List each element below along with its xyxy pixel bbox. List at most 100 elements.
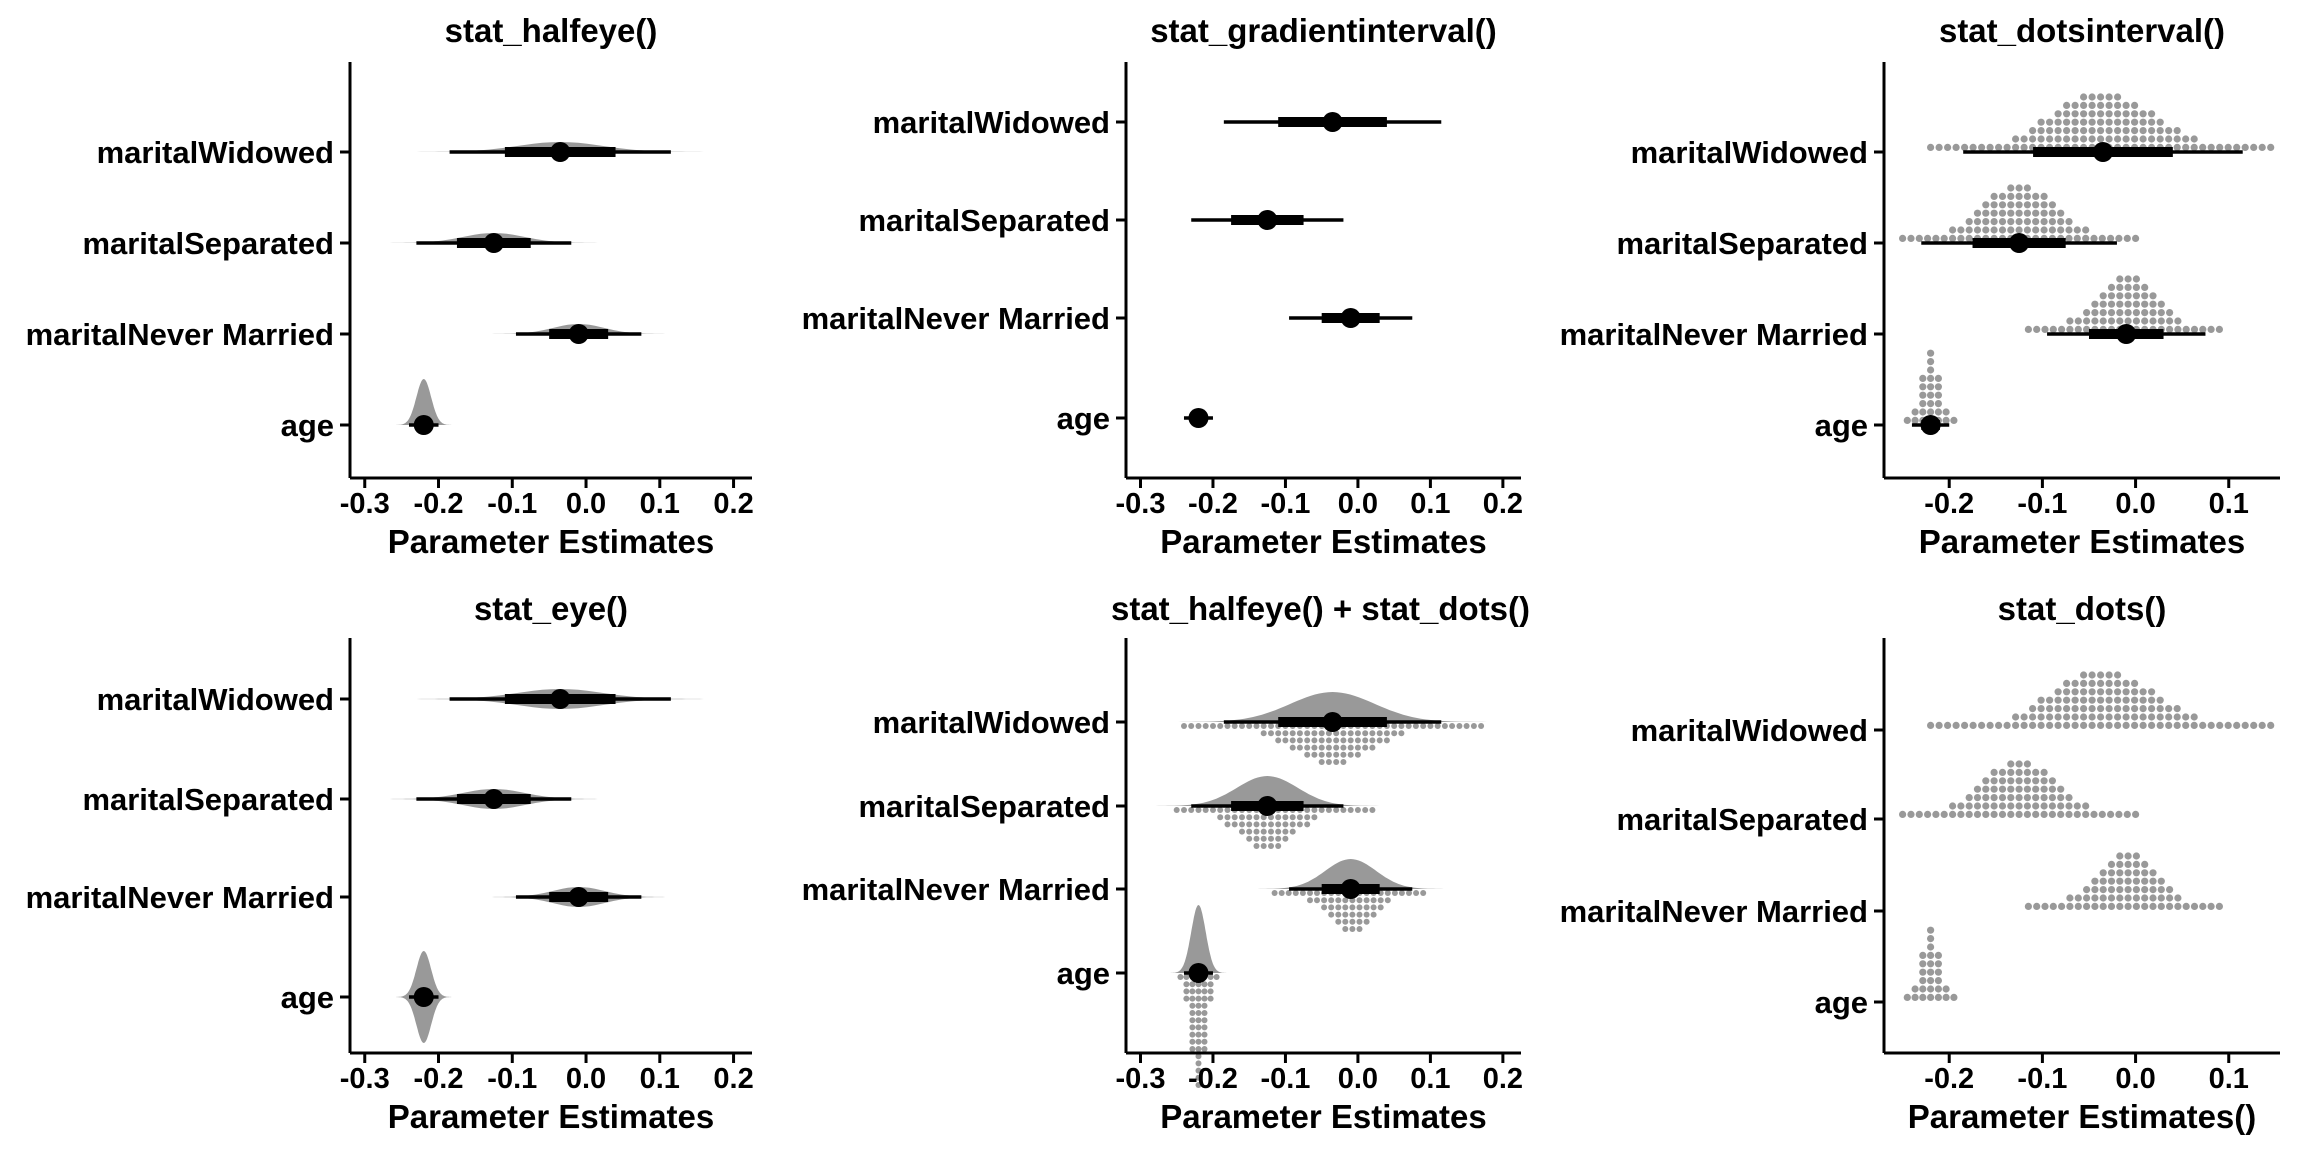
dot [2048, 226, 2056, 234]
dot [2207, 902, 2215, 911]
dots-maritalnever-married [2024, 275, 2223, 333]
dot [2040, 810, 2048, 819]
dot [2190, 143, 2198, 151]
dot [1398, 730, 1405, 737]
dot [2124, 877, 2132, 885]
dot [1347, 751, 1354, 758]
plot-area [1899, 671, 2275, 1002]
dot [1927, 383, 1935, 391]
dot [2165, 127, 2173, 135]
dot [2023, 810, 2031, 819]
dot [1292, 890, 1299, 896]
dot [1321, 904, 1328, 911]
dot [2012, 135, 2020, 143]
dot [2139, 688, 2147, 696]
dot [1318, 759, 1325, 765]
dot [1957, 802, 1965, 810]
dot [1982, 810, 1990, 819]
dot [1919, 383, 1927, 391]
dot [1253, 835, 1260, 842]
dot [1982, 218, 1990, 226]
dot [1927, 721, 1935, 730]
dot [1412, 723, 1419, 729]
dot [2040, 802, 2048, 810]
dot [1275, 737, 1282, 744]
dot [1998, 192, 2007, 200]
dot [1181, 723, 1187, 729]
dot [1376, 737, 1383, 744]
dot [2165, 705, 2173, 713]
dot [1362, 737, 1369, 744]
dot [1370, 904, 1377, 911]
median-point-maritalwidowed [1322, 712, 1343, 732]
dot [1268, 821, 1274, 828]
dot [1325, 744, 1332, 751]
dot [1934, 383, 1942, 391]
x-tick-label: -0.1 [487, 1063, 537, 1095]
dot [2091, 902, 2099, 911]
dot [2037, 135, 2045, 143]
dot [2048, 218, 2056, 226]
dot [2088, 671, 2096, 679]
dot [1239, 828, 1245, 835]
dot [1356, 918, 1363, 925]
dot [2037, 705, 2045, 713]
dot [2082, 810, 2090, 819]
dot [2091, 309, 2099, 317]
dot [1982, 777, 1990, 785]
dot [2088, 679, 2096, 688]
dot [1189, 995, 1196, 1002]
dot [1189, 988, 1196, 995]
x-axis-label: Parameter Estimates [388, 1098, 715, 1135]
dot [1335, 904, 1342, 911]
dot [1383, 737, 1390, 744]
dot [1957, 810, 1965, 819]
dot [2141, 860, 2149, 869]
dot [1349, 904, 1356, 911]
dot [2105, 705, 2113, 713]
y-tick-label-age: age [281, 408, 334, 443]
dot [2116, 283, 2124, 291]
dot [1919, 993, 1927, 1002]
dot [1919, 391, 1927, 399]
dot [2080, 688, 2088, 696]
dot [2023, 184, 2031, 192]
dot [1927, 391, 1935, 399]
dot [1177, 974, 1184, 980]
dot [1982, 226, 1990, 234]
median-point-maritalnever-married [1340, 879, 1361, 899]
dot [2054, 688, 2062, 696]
dot [2107, 300, 2116, 308]
dot [1965, 802, 1973, 810]
dot [1990, 802, 1998, 810]
dot [2080, 696, 2088, 704]
dot [1213, 974, 1220, 980]
dot [2080, 713, 2088, 721]
dot [2032, 777, 2040, 785]
dot [2124, 292, 2132, 300]
dot [2063, 713, 2071, 721]
dot [2116, 886, 2124, 894]
dot [2124, 275, 2132, 283]
dot [2132, 283, 2140, 291]
dot [1253, 843, 1260, 849]
dot [2258, 721, 2266, 730]
dot [1201, 1038, 1208, 1045]
dot [2122, 696, 2130, 704]
plot-area [363, 689, 740, 1043]
dot [2046, 127, 2054, 135]
dot [1965, 234, 1973, 242]
dot [1915, 234, 1923, 242]
dot [1369, 730, 1376, 737]
dot [1210, 807, 1216, 813]
dot [2023, 201, 2031, 209]
x-tick-label: -0.2 [414, 1063, 464, 1095]
dot [2015, 192, 2023, 200]
dot [1927, 926, 1935, 934]
dot [2190, 902, 2199, 911]
median-point-age [1920, 415, 1941, 435]
dot [1957, 234, 1965, 242]
y-tick-label-maritalnever-married: maritalNever Married [26, 317, 334, 352]
dot [2132, 894, 2140, 902]
dot [1282, 730, 1289, 737]
